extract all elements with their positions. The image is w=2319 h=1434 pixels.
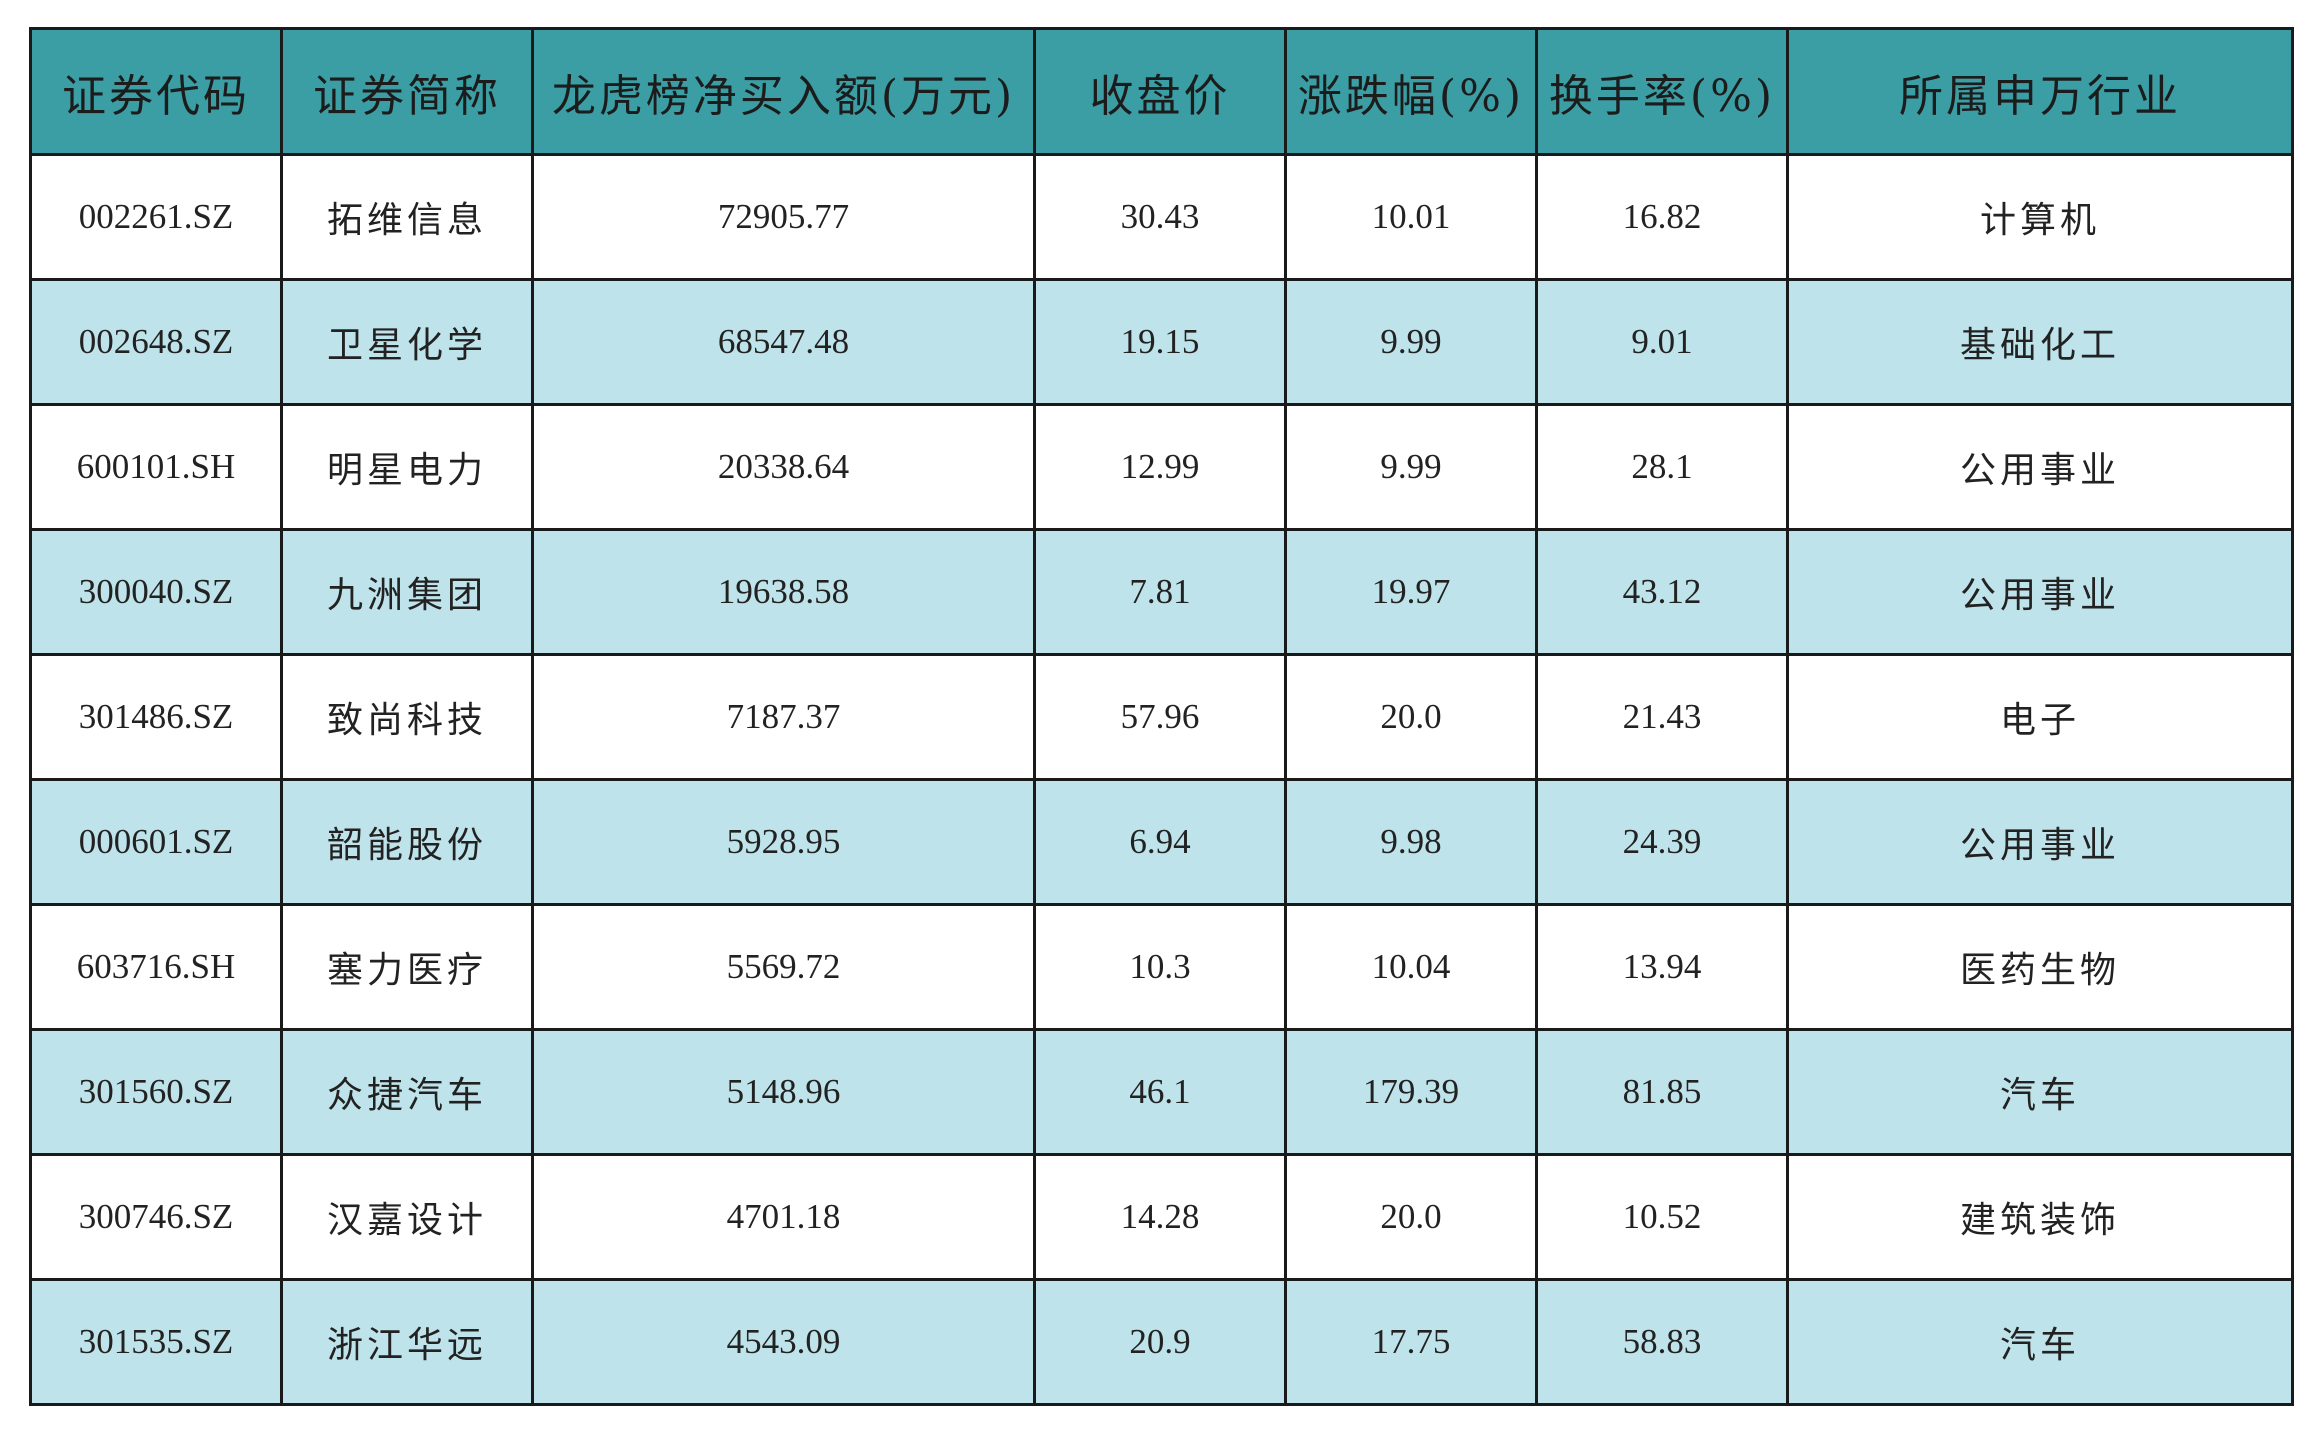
cell-code: 000601.SZ bbox=[29, 778, 283, 906]
stock-table: 证券代码 证券简称 龙虎榜净买入额(万元) 收盘价 涨跌幅(%) 换手率(%) … bbox=[29, 27, 2294, 1406]
cell-close-price: 6.94 bbox=[1033, 778, 1287, 906]
cell-change-pct: 17.75 bbox=[1284, 1278, 1538, 1406]
cell-net-buy: 5148.96 bbox=[531, 1028, 1036, 1156]
cell-code: 300040.SZ bbox=[29, 528, 283, 656]
cell-net-buy: 19638.58 bbox=[531, 528, 1036, 656]
cell-change-pct: 9.99 bbox=[1284, 403, 1538, 531]
cell-name: 浙江华远 bbox=[280, 1278, 534, 1406]
cell-net-buy: 72905.77 bbox=[531, 153, 1036, 281]
cell-net-buy: 4701.18 bbox=[531, 1153, 1036, 1281]
cell-industry: 建筑装饰 bbox=[1786, 1153, 2294, 1281]
cell-turnover: 24.39 bbox=[1535, 778, 1789, 906]
cell-code: 301486.SZ bbox=[29, 653, 283, 781]
cell-industry: 电子 bbox=[1786, 653, 2294, 781]
table-row: 000601.SZ 韶能股份 5928.95 6.94 9.98 24.39 公… bbox=[29, 778, 2294, 906]
header-turnover: 换手率(%) bbox=[1535, 27, 1789, 156]
cell-name: 众捷汽车 bbox=[280, 1028, 534, 1156]
cell-turnover: 58.83 bbox=[1535, 1278, 1789, 1406]
cell-change-pct: 9.98 bbox=[1284, 778, 1538, 906]
cell-turnover: 16.82 bbox=[1535, 153, 1789, 281]
table-row: 301560.SZ 众捷汽车 5148.96 46.1 179.39 81.85… bbox=[29, 1028, 2294, 1156]
cell-net-buy: 5569.72 bbox=[531, 903, 1036, 1031]
cell-industry: 公用事业 bbox=[1786, 403, 2294, 531]
cell-code: 301535.SZ bbox=[29, 1278, 283, 1406]
table-row: 600101.SH 明星电力 20338.64 12.99 9.99 28.1 … bbox=[29, 403, 2294, 531]
cell-turnover: 43.12 bbox=[1535, 528, 1789, 656]
cell-industry: 基础化工 bbox=[1786, 278, 2294, 406]
cell-close-price: 14.28 bbox=[1033, 1153, 1287, 1281]
cell-industry: 汽车 bbox=[1786, 1278, 2294, 1406]
header-industry: 所属申万行业 bbox=[1786, 27, 2294, 156]
cell-turnover: 10.52 bbox=[1535, 1153, 1789, 1281]
cell-turnover: 28.1 bbox=[1535, 403, 1789, 531]
cell-net-buy: 20338.64 bbox=[531, 403, 1036, 531]
cell-name: 汉嘉设计 bbox=[280, 1153, 534, 1281]
cell-industry: 计算机 bbox=[1786, 153, 2294, 281]
cell-close-price: 19.15 bbox=[1033, 278, 1287, 406]
cell-code: 300746.SZ bbox=[29, 1153, 283, 1281]
cell-name: 韶能股份 bbox=[280, 778, 534, 906]
cell-change-pct: 9.99 bbox=[1284, 278, 1538, 406]
cell-close-price: 10.3 bbox=[1033, 903, 1287, 1031]
cell-code: 603716.SH bbox=[29, 903, 283, 1031]
table-row: 002261.SZ 拓维信息 72905.77 30.43 10.01 16.8… bbox=[29, 153, 2294, 281]
cell-turnover: 13.94 bbox=[1535, 903, 1789, 1031]
header-change-pct: 涨跌幅(%) bbox=[1284, 27, 1538, 156]
cell-close-price: 12.99 bbox=[1033, 403, 1287, 531]
header-net-buy: 龙虎榜净买入额(万元) bbox=[531, 27, 1036, 156]
header-code: 证券代码 bbox=[29, 27, 283, 156]
table-row: 603716.SH 塞力医疗 5569.72 10.3 10.04 13.94 … bbox=[29, 903, 2294, 1031]
header-close-price: 收盘价 bbox=[1033, 27, 1287, 156]
cell-change-pct: 10.01 bbox=[1284, 153, 1538, 281]
cell-name: 九洲集团 bbox=[280, 528, 534, 656]
cell-industry: 公用事业 bbox=[1786, 778, 2294, 906]
cell-industry: 汽车 bbox=[1786, 1028, 2294, 1156]
cell-net-buy: 4543.09 bbox=[531, 1278, 1036, 1406]
table-row: 301486.SZ 致尚科技 7187.37 57.96 20.0 21.43 … bbox=[29, 653, 2294, 781]
cell-net-buy: 5928.95 bbox=[531, 778, 1036, 906]
cell-close-price: 57.96 bbox=[1033, 653, 1287, 781]
cell-code: 301560.SZ bbox=[29, 1028, 283, 1156]
cell-name: 拓维信息 bbox=[280, 153, 534, 281]
cell-net-buy: 7187.37 bbox=[531, 653, 1036, 781]
cell-turnover: 21.43 bbox=[1535, 653, 1789, 781]
table-row: 301535.SZ 浙江华远 4543.09 20.9 17.75 58.83 … bbox=[29, 1278, 2294, 1406]
header-name: 证券简称 bbox=[280, 27, 534, 156]
cell-close-price: 46.1 bbox=[1033, 1028, 1287, 1156]
cell-change-pct: 20.0 bbox=[1284, 1153, 1538, 1281]
table-row: 300040.SZ 九洲集团 19638.58 7.81 19.97 43.12… bbox=[29, 528, 2294, 656]
cell-name: 致尚科技 bbox=[280, 653, 534, 781]
cell-net-buy: 68547.48 bbox=[531, 278, 1036, 406]
cell-name: 塞力医疗 bbox=[280, 903, 534, 1031]
cell-industry: 公用事业 bbox=[1786, 528, 2294, 656]
header-row: 证券代码 证券简称 龙虎榜净买入额(万元) 收盘价 涨跌幅(%) 换手率(%) … bbox=[29, 27, 2294, 156]
cell-turnover: 9.01 bbox=[1535, 278, 1789, 406]
cell-change-pct: 19.97 bbox=[1284, 528, 1538, 656]
cell-change-pct: 10.04 bbox=[1284, 903, 1538, 1031]
table-row: 300746.SZ 汉嘉设计 4701.18 14.28 20.0 10.52 … bbox=[29, 1153, 2294, 1281]
cell-code: 600101.SH bbox=[29, 403, 283, 531]
cell-turnover: 81.85 bbox=[1535, 1028, 1789, 1156]
cell-industry: 医药生物 bbox=[1786, 903, 2294, 1031]
cell-close-price: 30.43 bbox=[1033, 153, 1287, 281]
cell-change-pct: 20.0 bbox=[1284, 653, 1538, 781]
cell-close-price: 7.81 bbox=[1033, 528, 1287, 656]
cell-close-price: 20.9 bbox=[1033, 1278, 1287, 1406]
cell-code: 002261.SZ bbox=[29, 153, 283, 281]
cell-change-pct: 179.39 bbox=[1284, 1028, 1538, 1156]
cell-code: 002648.SZ bbox=[29, 278, 283, 406]
cell-name: 明星电力 bbox=[280, 403, 534, 531]
table-row: 002648.SZ 卫星化学 68547.48 19.15 9.99 9.01 … bbox=[29, 278, 2294, 406]
cell-name: 卫星化学 bbox=[280, 278, 534, 406]
